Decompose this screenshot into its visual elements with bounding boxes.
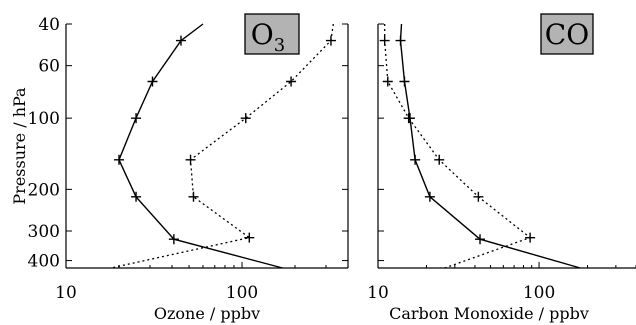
data-point-marker (113, 154, 124, 165)
x-axis-title: Carbon Monoxide / ppbv (389, 304, 589, 323)
data-point-marker (475, 234, 486, 245)
data-point-marker (185, 154, 196, 165)
y-tick-label: 40 (38, 15, 60, 35)
y-tick-label: 200 (28, 180, 60, 200)
data-point-marker (175, 35, 186, 46)
data-point-marker (240, 113, 251, 124)
data-point-marker (379, 35, 390, 46)
data-point-marker (168, 234, 179, 245)
series-line-solid (118, 23, 283, 269)
x-tick-label: 100 (523, 283, 555, 303)
x-axis-title: Ozone / ppbv (154, 304, 260, 323)
series-line-dotted (110, 23, 334, 269)
data-point-marker (382, 76, 393, 87)
panel-badge-box (540, 13, 594, 55)
panel-badge-subscript: 3 (274, 35, 285, 56)
data-point-marker (188, 191, 199, 202)
y-tick-label: 100 (28, 109, 60, 129)
data-point-marker (131, 191, 142, 202)
y-tick-label: 60 (38, 57, 60, 77)
data-point-marker (147, 76, 158, 87)
data-point-marker (286, 76, 297, 87)
x-tick-label: 100 (226, 283, 258, 303)
data-point-marker (424, 191, 435, 202)
series-line-dotted (384, 24, 532, 269)
data-point-marker (525, 232, 536, 243)
data-point-marker (325, 35, 336, 46)
y-axis-title: Pressure / hPa (10, 87, 29, 205)
x-tick-label: 10 (55, 283, 77, 303)
data-point-marker (131, 113, 142, 124)
panel-badge-box (244, 13, 300, 55)
x-tick-label: 10 (367, 283, 389, 303)
panel-badge-label: CO (545, 18, 589, 51)
series-line-solid (399, 23, 581, 269)
data-point-marker (403, 113, 414, 124)
data-point-marker (244, 232, 255, 243)
data-point-marker (399, 76, 410, 87)
data-point-marker (395, 35, 406, 46)
y-tick-label: 400 (28, 252, 60, 272)
y-tick-label: 300 (28, 222, 60, 242)
data-point-marker (473, 191, 484, 202)
data-point-marker (410, 154, 421, 165)
data-point-marker (434, 154, 445, 165)
